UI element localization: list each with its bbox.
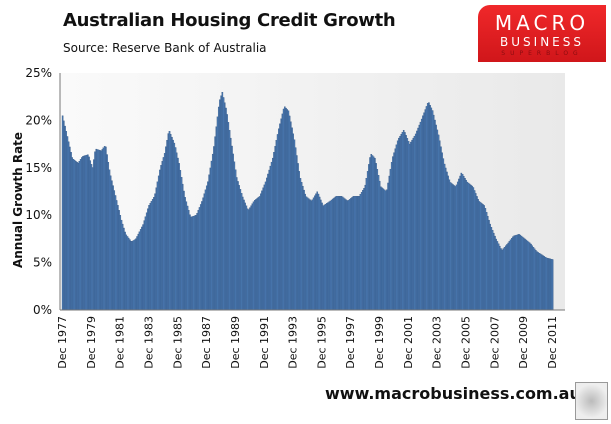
x-tick-label: Dec 2007: [488, 316, 501, 369]
x-tick-label: Dec 2003: [431, 316, 444, 369]
macrobusiness-logo: MACRO BUSINESS SUPERBLOG: [478, 5, 606, 62]
wolf-icon: [575, 382, 608, 420]
x-tick-label: Dec 2009: [517, 316, 530, 369]
bar: [551, 259, 554, 311]
y-tick-label: 20%: [25, 113, 52, 127]
x-tick-label: Dec 1977: [56, 316, 69, 369]
y-tick-label: 5%: [33, 256, 52, 270]
x-tick-label: Dec 1997: [344, 316, 357, 369]
x-tick-label: Dec 2001: [402, 316, 415, 369]
x-tick-label: Dec 2011: [546, 316, 559, 369]
x-tick-label: Dec 1993: [287, 316, 300, 369]
x-tick-label: Dec 1995: [315, 316, 328, 369]
x-tick-label: Dec 1989: [229, 316, 242, 369]
y-tick-label: 10%: [25, 208, 52, 222]
logo-line-3: SUPERBLOG: [501, 50, 583, 57]
x-tick-label: Dec 1983: [142, 316, 155, 369]
x-tick-label: Dec 1991: [258, 316, 271, 369]
logo-line-2: BUSINESS: [500, 35, 584, 49]
chart-title: Australian Housing Credit Growth: [63, 10, 396, 31]
website-url[interactable]: www.macrobusiness.com.au: [325, 384, 581, 403]
x-tick-label: Dec 2005: [460, 316, 473, 369]
y-tick-label: 25%: [25, 66, 52, 80]
logo-line-1: MACRO: [494, 11, 590, 35]
chart-source: Source: Reserve Bank of Australia: [63, 41, 267, 55]
y-axis-title: Annual Growth Rate: [11, 132, 25, 268]
y-tick-label: 0%: [33, 303, 52, 317]
x-tick-label: Dec 1979: [85, 316, 98, 369]
x-tick-label: Dec 1985: [171, 316, 184, 369]
x-tick-label: Dec 1987: [200, 316, 213, 369]
x-tick-label: Dec 1999: [373, 316, 386, 369]
x-tick-label: Dec 1981: [114, 316, 127, 369]
y-tick-label: 15%: [25, 161, 52, 175]
